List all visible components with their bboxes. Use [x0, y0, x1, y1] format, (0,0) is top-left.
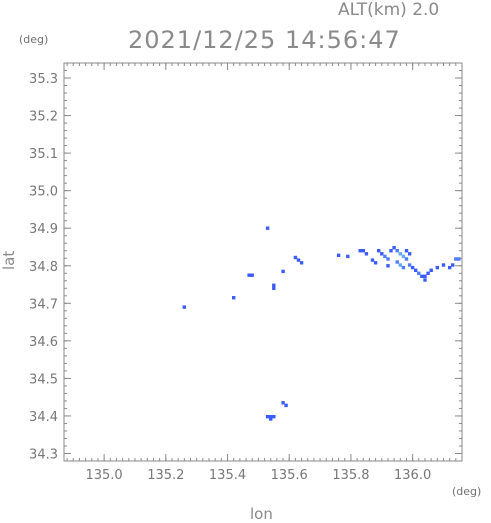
echo-cell: [404, 249, 409, 253]
echo-cell: [401, 254, 406, 259]
timestamp-title: 2021/12/25 14:56:47: [128, 26, 401, 54]
echo-cell: [269, 415, 273, 419]
echo-cell: [398, 263, 402, 267]
echo-cell: [250, 273, 254, 277]
y-tick-label: 35.0: [29, 185, 58, 200]
echo-cell: [404, 257, 409, 261]
echo-cell: [370, 258, 375, 262]
echo-cell: [336, 253, 341, 257]
y-tick-label: 34.3: [29, 447, 58, 462]
echo-cell: [299, 261, 304, 265]
echo-cell: [414, 268, 418, 272]
echo-cell: [423, 278, 427, 282]
x-tick-label: 135.0: [85, 468, 122, 483]
y-tick-label: 34.5: [29, 372, 58, 387]
echo-cell: [401, 265, 406, 270]
echo-cell: [293, 255, 298, 260]
echo-cell: [410, 265, 415, 270]
echo-cell: [281, 401, 285, 405]
x-tick-label: 135.2: [147, 468, 184, 483]
y-tick-label: 34.8: [29, 260, 58, 275]
x-tick-label: 135.8: [332, 468, 369, 483]
echo-cell: [284, 403, 288, 408]
y-tick-label: 35.2: [29, 110, 58, 125]
x-tick-label: 135.4: [209, 468, 246, 483]
echo-cell: [383, 254, 387, 259]
x-unit-label: (deg): [452, 485, 482, 498]
echo-cell: [269, 417, 273, 421]
echo-cell: [182, 305, 186, 309]
y-tick-label: 34.9: [29, 222, 58, 237]
echo-cell: [346, 254, 350, 259]
y-unit-label: (deg): [19, 33, 49, 46]
x-tick-label: 136.0: [394, 468, 431, 483]
y-tick-label: 34.7: [29, 297, 58, 312]
echo-cell: [247, 273, 251, 277]
y-tick-label: 34.6: [29, 335, 58, 350]
echo-cell: [407, 263, 412, 267]
echo-cell: [417, 271, 421, 275]
echo-cell: [423, 274, 427, 278]
echo-cell: [407, 252, 412, 256]
x-tick-label: 135.6: [271, 468, 308, 483]
y-tick-label: 35.3: [29, 72, 58, 87]
echo-cell: [435, 265, 439, 270]
echo-cell: [296, 258, 301, 262]
echo-cell: [392, 246, 396, 250]
echo-cell: [448, 265, 452, 270]
echo-cell: [232, 296, 236, 300]
echo-cell: [395, 249, 399, 253]
echo-cell: [272, 415, 276, 419]
plot-frame: [63, 62, 463, 462]
y-tick-label: 35.1: [29, 147, 58, 162]
echo-cell: [364, 252, 369, 256]
echo-cell: [398, 252, 402, 256]
y-tick-label: 34.4: [29, 410, 58, 425]
x-axis-label: lon: [250, 505, 273, 523]
echo-cell: [457, 257, 461, 261]
echo-cell: [441, 263, 446, 267]
echo-cell: [265, 415, 270, 419]
echo-cell: [281, 269, 285, 274]
echo-cell: [395, 260, 399, 264]
altitude-label: ALT(km) 2.0: [338, 0, 440, 20]
echo-cell: [451, 263, 455, 267]
echo-cell: [386, 264, 390, 268]
echo-cell: [377, 249, 381, 253]
echo-cell: [380, 252, 384, 256]
echo-cell: [265, 226, 270, 230]
echo-cell: [389, 249, 393, 253]
echo-cell: [420, 274, 424, 278]
echo-cell: [429, 268, 433, 272]
echo-cell: [426, 271, 430, 275]
echo-cell: [272, 283, 276, 287]
echo-cell: [361, 249, 365, 253]
echo-cell: [454, 257, 458, 261]
echo-cell: [358, 249, 362, 253]
echo-cell: [373, 261, 378, 265]
echo-cell: [386, 257, 390, 261]
echo-cell: [272, 286, 276, 290]
